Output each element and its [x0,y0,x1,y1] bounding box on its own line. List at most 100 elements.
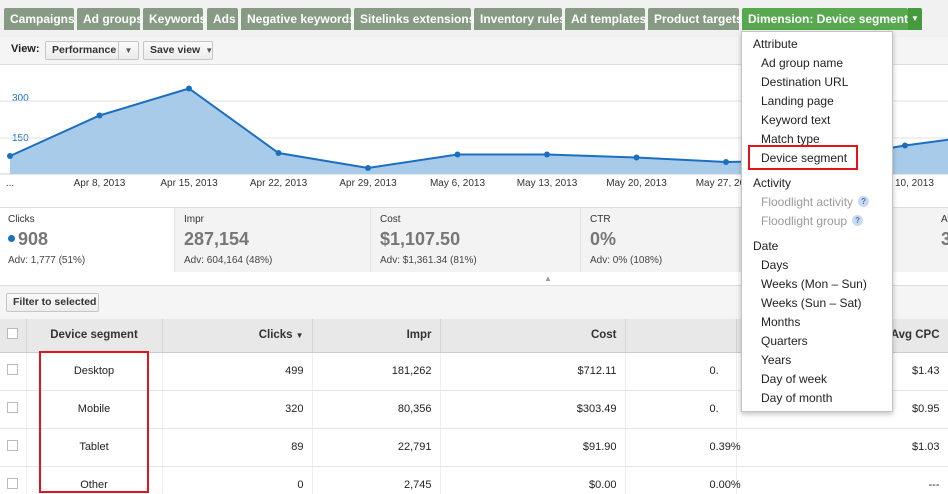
help-icon[interactable]: ? [858,196,870,208]
data-point[interactable] [454,151,461,158]
x-tick-label: May 13, 2013 [516,178,578,189]
data-point[interactable] [902,142,908,149]
metric-value: $1,107.50 [380,229,461,249]
device-segment-table: Device segment Clicks ▼ Impr Cost Avg CPC… [0,319,948,494]
tab-dimension-device-segment[interactable]: Dimension: Device segment [742,8,908,30]
table-row[interactable]: Desktop 499 181,262 $712.11 0. $1.43 [0,352,948,391]
metric-name: Clicks [8,214,35,225]
cell-segment: Mobile [26,390,163,429]
x-tick-label: Apr 8, 2013 [73,178,126,189]
metric-adv: Adv: 0% (108%) [590,255,663,266]
cell-cost: $303.49 [440,390,626,429]
x-tick-label: Apr 29, 2013 [339,178,397,189]
view-label: View: [11,43,40,55]
metric-name: Cost [380,214,401,225]
data-point[interactable] [365,165,371,171]
scorecard-clicks[interactable]: Clicks 908 Adv: 1,777 (51%) [0,208,175,272]
cell-cost: $0.00 [440,466,626,494]
cell-impr: 80,356 [312,390,441,429]
data-point[interactable] [186,85,192,92]
header-ctr[interactable] [625,319,737,353]
cell-cost: $712.11 [440,352,626,391]
tab-keywords[interactable]: Keywords [143,8,206,30]
row-checkbox[interactable] [7,364,19,375]
tab-inventory-rules[interactable]: Inventory rules [474,8,566,30]
menu-item-match-type[interactable]: Match type [761,132,820,146]
data-point[interactable] [544,151,550,158]
menu-item-months[interactable]: Months [761,315,801,329]
menu-item-ad-group-name[interactable]: Ad group name [761,56,844,70]
data-point[interactable] [723,159,729,165]
cell-ctr: 0. [625,390,737,429]
metric-value: 287,154 [184,229,250,249]
menu-item-day-of-week[interactable]: Day of week [761,372,828,386]
view-select[interactable]: Performance ▼ [45,41,139,60]
scorecard-cost[interactable]: Cost $1,107.50 Adv: $1,361.34 (81%) [372,208,581,272]
table-row[interactable]: Other 0 2,745 $0.00 0.00% --- [0,466,948,494]
tab-product-targets[interactable]: Product targets [648,8,743,30]
tab-ads[interactable]: Ads [207,8,238,30]
cell-segment: Desktop [26,352,163,391]
cell-segment: Tablet [26,428,163,467]
metric-value: 0% [590,229,617,249]
device-segment-highlight [748,145,858,170]
clicks-area [10,88,948,174]
header-device-segment[interactable]: Device segment [26,319,163,353]
save-view-button[interactable]: Save view ▼ [143,41,213,60]
menu-item-landing-page[interactable]: Landing page [761,94,834,108]
menu-item-destination-url[interactable]: Destination URL [761,75,849,89]
table-row[interactable]: Tablet 89 22,791 $91.90 0.39% $1.03 [0,428,948,467]
metric-adv: Adv: 1,777 (51%) [8,255,86,266]
header-clicks-label: Clicks [258,329,293,342]
menu-item-day-of-month[interactable]: Day of month [761,391,833,405]
menu-item-years[interactable]: Years [761,353,792,367]
x-tick-label: Apr 22, 2013 [249,178,308,189]
menu-item-floodlight-group: Floodlight group? [761,214,864,228]
dimension-caret-icon[interactable]: ▼ [908,8,922,30]
help-icon[interactable]: ? [852,215,864,227]
row-checkbox[interactable] [7,440,19,451]
menu-item-label: Floodlight activity [761,195,854,209]
series-dot-icon [8,234,15,242]
menu-item-device-segment[interactable]: Device segment [761,151,848,165]
tab-ad-templates[interactable]: Ad templates [565,8,646,30]
data-point[interactable] [633,154,640,161]
metric-value: 3 [941,229,948,249]
scorecard-ctr[interactable]: CTR 0% Adv: 0% (108%) [582,208,740,272]
select-all-checkbox[interactable] [7,328,19,340]
metric-adv: Adv: $1,361.34 (81%) [380,255,477,266]
tab-campaigns[interactable]: Campaigns [4,8,75,30]
chevron-down-icon: ▼ [118,42,138,59]
group-attribute-title: Attribute [753,37,798,51]
scorecard-impr[interactable]: Impr 287,154 Adv: 604,164 (48%) [176,208,371,272]
row-checkbox[interactable] [7,402,19,413]
data-point[interactable] [275,150,282,156]
tab-ad-groups[interactable]: Ad groups [77,8,143,30]
x-tick-label: May 6, 2013 [429,178,486,189]
cell-clicks: 0 [162,466,313,494]
metric-name: CTR [590,214,611,225]
select-all-cell [0,319,27,353]
header-clicks[interactable]: Clicks ▼ [162,319,313,353]
menu-item-quarters[interactable]: Quarters [761,334,808,348]
menu-item-weeks-sun-sat[interactable]: Weeks (Sun – Sat) [761,296,862,310]
cell-clicks: 320 [162,390,313,429]
tab-sitelinks-extensions[interactable]: Sitelinks extensions [354,8,475,30]
scorecard-avg[interactable]: Av 3 [932,208,948,272]
menu-item-keyword-text[interactable]: Keyword text [761,113,831,127]
data-point[interactable] [7,153,13,159]
x-tick-label: Jun 10, 2013 [876,178,934,189]
tab-negative-keywords[interactable]: Negative keywords [241,8,356,30]
header-cost[interactable]: Cost [440,319,626,353]
filter-to-selected-button[interactable]: Filter to selected [6,293,99,312]
menu-item-days[interactable]: Days [761,258,789,272]
y-tick-label: 300 [12,93,29,104]
cell-clicks: 499 [162,352,313,391]
header-impr[interactable]: Impr [312,319,441,353]
menu-item-weeks-mon-sun[interactable]: Weeks (Mon – Sun) [761,277,867,291]
data-point[interactable] [96,112,103,119]
dimension-dropdown-menu: Attribute Ad group name Destination URL … [741,31,893,412]
row-checkbox[interactable] [7,478,19,489]
group-date-title: Date [753,239,779,253]
collapse-arrow-icon[interactable]: ▲ [544,274,552,283]
